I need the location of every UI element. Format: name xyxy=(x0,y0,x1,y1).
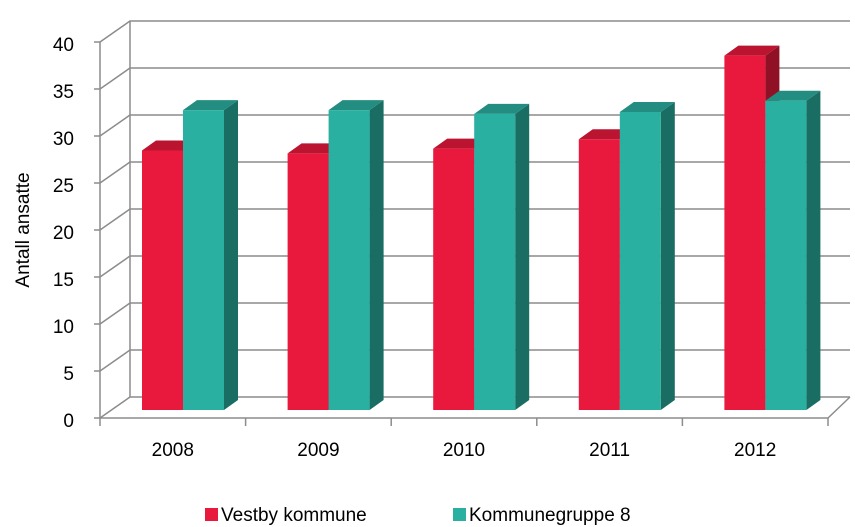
bar-front xyxy=(287,153,329,410)
bar-front xyxy=(433,148,475,410)
bar-front xyxy=(474,113,516,411)
legend-label: Vestby kommune xyxy=(221,505,367,526)
bar-top xyxy=(474,103,530,114)
bar-top xyxy=(328,100,384,111)
x-tick-label: 2009 xyxy=(297,440,339,461)
grid-line xyxy=(99,67,850,90)
grid-line xyxy=(99,114,850,137)
legend-swatch xyxy=(205,508,218,521)
bar xyxy=(474,103,530,411)
bar-side xyxy=(515,103,530,411)
bar-top xyxy=(183,100,238,111)
bar-front xyxy=(328,110,370,410)
bar-front xyxy=(578,139,620,410)
x-tick-label: 2008 xyxy=(152,440,194,461)
bar-top xyxy=(765,90,821,101)
y-axis-label: Antall ansatte xyxy=(13,172,34,287)
x-tick-label: 2011 xyxy=(589,440,630,461)
y-tick-label: 35 xyxy=(53,82,74,103)
y-tick-label: 20 xyxy=(53,223,74,244)
bar-front xyxy=(765,100,807,411)
x-tick-label: 2012 xyxy=(734,440,776,461)
bar xyxy=(183,100,238,410)
y-tick-label: 5 xyxy=(63,364,74,385)
legend-label: Kommunegruppe 8 xyxy=(469,505,631,526)
bar xyxy=(619,102,675,411)
legend-swatch xyxy=(453,508,466,521)
bar-side xyxy=(369,100,384,410)
bar-side xyxy=(806,90,821,411)
bar-top xyxy=(619,102,675,113)
x-tick-label: 2010 xyxy=(443,440,485,461)
y-tick-label: 30 xyxy=(53,129,74,150)
bar-front xyxy=(183,110,224,410)
bar-top xyxy=(724,45,780,56)
y-tick-label: 25 xyxy=(53,176,74,197)
bar-side xyxy=(224,100,238,410)
bar-front xyxy=(724,55,766,411)
y-tick-label: 10 xyxy=(53,317,74,338)
y-tick-label: 40 xyxy=(53,35,74,56)
bar xyxy=(328,100,384,410)
grid-line xyxy=(99,20,850,43)
bar-side xyxy=(660,102,675,411)
y-tick-label: 0 xyxy=(63,411,74,432)
bar-front xyxy=(619,112,661,411)
bar xyxy=(765,90,821,411)
bar-front xyxy=(142,150,183,410)
y-tick-label: 15 xyxy=(53,270,74,291)
